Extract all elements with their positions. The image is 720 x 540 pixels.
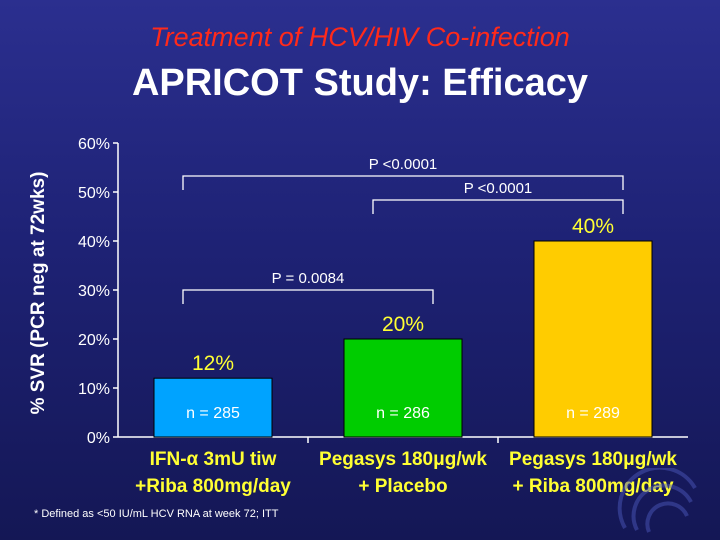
bar	[153, 377, 273, 438]
watermark-logo	[617, 468, 697, 533]
slide-title: APRICOT Study: Efficacy	[131, 62, 589, 104]
significance-bracket	[372, 199, 624, 214]
x-category-label: Pegasys 180μg/wk	[509, 449, 677, 470]
y-tick-label: 50%	[78, 185, 110, 202]
y-tick-label: 30%	[78, 283, 110, 300]
bar-value-label: 40%	[572, 215, 614, 238]
bar-n-label: n = 286	[376, 405, 430, 422]
y-tick-label: 0%	[87, 430, 110, 447]
y-tick-label: 40%	[78, 234, 110, 251]
x-category-label-line2: + Riba 800mg/day	[512, 476, 673, 497]
x-category-label: Pegasys 180μg/wk	[319, 449, 487, 470]
bar-value-label: 12%	[192, 352, 234, 375]
y-tick-label: 20%	[78, 332, 110, 349]
p-value-label: P <0.0001	[464, 180, 533, 197]
x-category-label: IFN-α 3mU tiw	[150, 449, 277, 470]
slide-subtitle: Treatment of HCV/HIV Co-infection	[150, 22, 570, 52]
bar	[343, 338, 463, 438]
y-tick-label: 60%	[78, 136, 110, 153]
footnote: * Defined as <50 IU/mL HCV RNA at week 7…	[34, 508, 279, 520]
p-value-label: P = 0.0084	[272, 270, 345, 287]
y-tick-label: 10%	[78, 381, 110, 398]
x-category-label-line2: +Riba 800mg/day	[135, 476, 291, 497]
x-category-label-line2: + Placebo	[358, 476, 447, 497]
bar-n-label: n = 289	[566, 405, 620, 422]
bar	[533, 240, 653, 438]
p-value-label: P <0.0001	[369, 156, 438, 173]
significance-bracket	[182, 289, 434, 304]
bar-n-label: n = 285	[186, 405, 240, 422]
bar-value-label: 20%	[382, 313, 424, 336]
significance-bracket	[182, 175, 624, 190]
